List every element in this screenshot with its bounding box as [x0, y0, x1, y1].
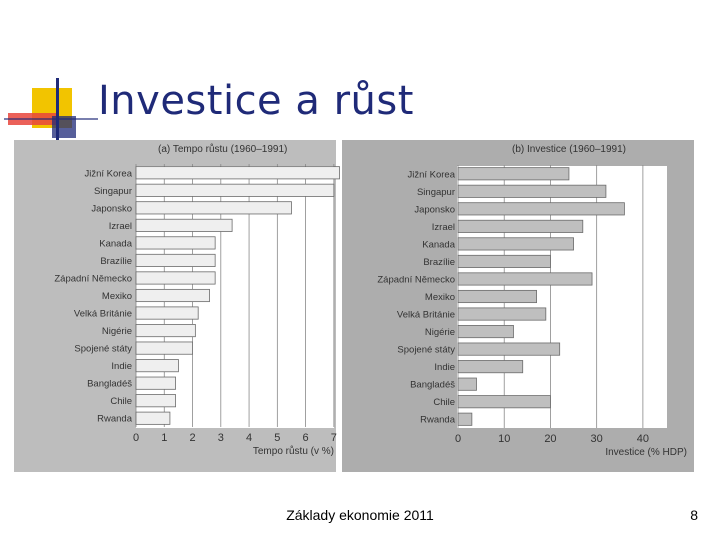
x-tick-label: 6	[303, 432, 309, 444]
category-label: Rwanda	[420, 415, 456, 426]
category-label: Západní Německo	[54, 273, 132, 284]
bar	[136, 202, 291, 214]
category-label: Rwanda	[97, 414, 133, 425]
category-label: Chile	[110, 396, 132, 407]
category-label: Velká Británie	[74, 309, 132, 320]
bar	[458, 290, 537, 302]
bar	[458, 168, 569, 180]
category-label: Velká Británie	[397, 310, 455, 321]
slide-footer: Základy ekonomie 2011	[0, 507, 720, 523]
category-label: Bangladéš	[410, 380, 455, 391]
category-label: Singapur	[417, 187, 455, 198]
category-label: Kanada	[99, 238, 132, 249]
bar	[458, 203, 624, 215]
category-label: Mexiko	[425, 292, 455, 303]
category-label: Jižní Korea	[84, 168, 132, 179]
category-label: Západní Německo	[377, 274, 455, 285]
bar	[136, 289, 209, 301]
x-tick-label: 2	[189, 432, 195, 444]
bar	[458, 396, 550, 408]
category-label: Spojené státy	[74, 344, 132, 355]
x-tick-label: 20	[544, 433, 556, 445]
x-tick-label: 0	[455, 433, 461, 445]
x-tick-label: 10	[498, 433, 510, 445]
bar	[136, 167, 340, 179]
bar	[458, 220, 583, 232]
bar	[458, 325, 513, 337]
category-label: Kanada	[422, 239, 455, 250]
logo-vertical-line	[56, 78, 59, 140]
bar	[136, 342, 193, 354]
x-tick-label: 5	[274, 432, 280, 444]
bar	[458, 413, 472, 425]
category-label: Japonsko	[414, 204, 455, 215]
category-label: Nigérie	[102, 326, 132, 337]
logo-horizontal-line	[4, 118, 98, 120]
slide-title: Investice a růst	[98, 78, 414, 124]
category-label: Singapur	[94, 186, 132, 197]
category-label: Indie	[434, 362, 455, 373]
category-label: Chile	[433, 397, 455, 408]
x-tick-label: 4	[246, 432, 252, 444]
bar	[136, 272, 215, 284]
bar	[458, 255, 550, 267]
category-label: Brazílie	[423, 257, 455, 268]
bar	[136, 324, 195, 336]
category-label: Mexiko	[102, 291, 132, 302]
x-tick-label: 40	[637, 433, 649, 445]
category-label: Spojené státy	[397, 345, 455, 356]
panel-title: (b) Investice (1960–1991)	[512, 144, 626, 155]
category-label: Brazílie	[100, 256, 132, 267]
x-tick-label: 7	[331, 432, 337, 444]
category-label: Indie	[111, 361, 132, 372]
bar	[136, 254, 215, 266]
x-tick-label: 3	[218, 432, 224, 444]
x-tick-label: 0	[133, 432, 139, 444]
x-axis-label: Tempo růstu (v %)	[253, 445, 334, 457]
bar	[458, 378, 476, 390]
bar	[458, 238, 574, 250]
bar	[458, 185, 606, 197]
category-label: Bangladéš	[87, 379, 132, 390]
x-tick-label: 30	[591, 433, 603, 445]
slide-logo	[0, 0, 100, 150]
bar	[458, 273, 592, 285]
bar	[136, 359, 178, 371]
bar	[136, 237, 215, 249]
category-label: Jižní Korea	[407, 169, 455, 180]
bar	[458, 308, 546, 320]
bar	[458, 343, 560, 355]
bar	[458, 360, 523, 372]
category-label: Japonsko	[91, 203, 132, 214]
bar	[136, 395, 176, 407]
bar	[136, 412, 170, 424]
bar	[136, 184, 334, 196]
bar	[136, 219, 232, 231]
chart-figure: 0 1 2 3 4 5 6 7 Jižní Korea Singapur Japonsko Izrae…	[14, 140, 694, 472]
bar	[136, 307, 198, 319]
x-tick-label: 1	[161, 432, 167, 444]
x-axis-label: Investice (% HDP)	[605, 447, 687, 458]
panel-title: (a) Tempo růstu (1960–1991)	[158, 143, 287, 155]
bar	[136, 377, 176, 389]
category-label: Izrael	[109, 221, 132, 232]
category-label: Izrael	[432, 222, 455, 233]
page-number: 8	[690, 507, 698, 523]
category-label: Nigérie	[425, 327, 455, 338]
